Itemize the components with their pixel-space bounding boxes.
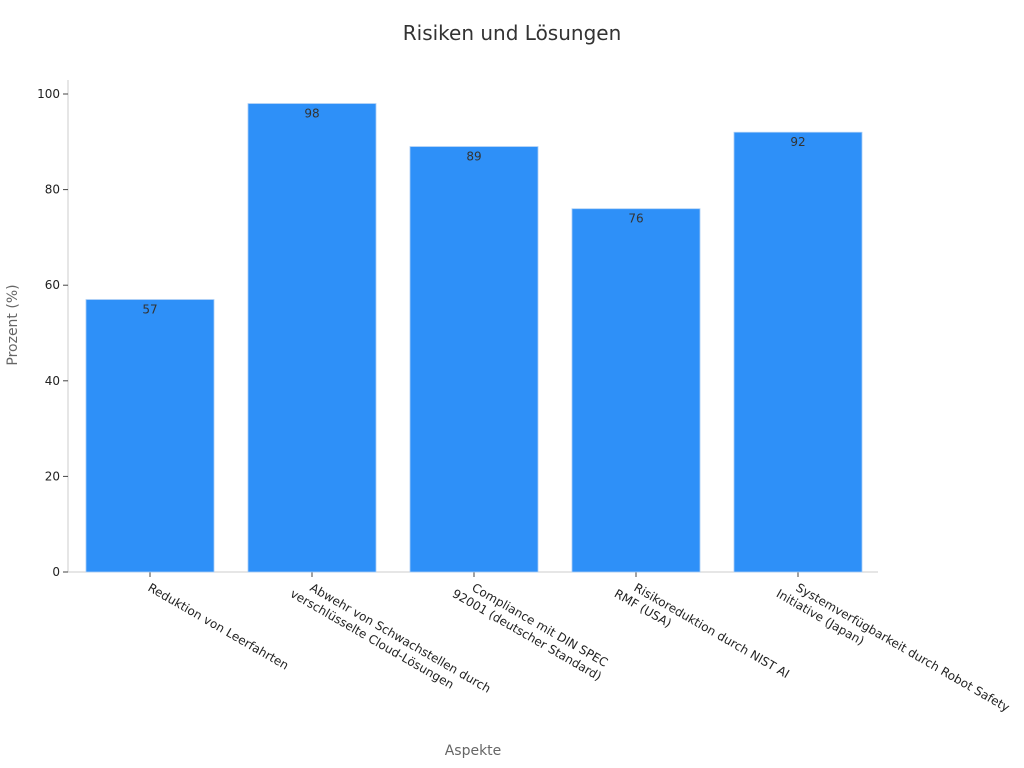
svg-text:Reduktion von Leerfahrten: Reduktion von Leerfahrten: [146, 580, 292, 672]
bar-value-label: 57: [142, 303, 157, 317]
data-labels-group: 57 98 89 76 92: [142, 107, 805, 317]
chart-title: Risiken und Lösungen: [403, 21, 622, 45]
bar: [409, 146, 539, 573]
x-tick-label: Systemverfügbarkeit durch Robot SafetyIn…: [774, 573, 1012, 727]
bar: [85, 299, 215, 573]
y-tick-label: 60: [45, 278, 60, 292]
bar: [733, 131, 863, 573]
bar-value-label: 98: [304, 107, 319, 121]
x-axis: [68, 571, 878, 577]
y-tick-label: 40: [45, 374, 60, 388]
bar-value-label: 89: [466, 150, 481, 164]
x-axis-label: Aspekte: [445, 743, 502, 759]
y-tick-label: 20: [45, 469, 60, 483]
y-tick-label: 100: [37, 87, 60, 101]
bars-group: [85, 103, 863, 573]
x-tick-label: Reduktion von Leerfahrten: [146, 580, 292, 672]
y-tick-label: 80: [45, 183, 60, 197]
y-axis: 0 20 40 60 80 100: [37, 80, 69, 579]
x-tick-label: Compliance mit DIN SPEC92001 (deutscher …: [450, 573, 612, 683]
y-tick-label: 0: [52, 565, 60, 579]
bar-value-label: 76: [628, 212, 643, 226]
bar-value-label: 92: [790, 135, 805, 149]
bar: [247, 103, 377, 573]
svg-text:Compliance mit DIN SPEC92001 (: Compliance mit DIN SPEC92001 (deutscher …: [450, 573, 612, 683]
category-labels-group: Reduktion von Leerfahrten Abwehr von Schw…: [146, 573, 1012, 727]
x-tick-label: Risikoreduktion durch NIST AIRMF (USA): [612, 573, 792, 694]
y-axis-label: Prozent (%): [5, 284, 21, 365]
bar: [571, 208, 701, 573]
svg-text:Systemverfügbarkeit durch Robo: Systemverfügbarkeit durch Robot SafetyIn…: [774, 573, 1012, 727]
svg-text:Risikoreduktion durch NIST AIR: Risikoreduktion durch NIST AIRMF (USA): [612, 573, 792, 694]
